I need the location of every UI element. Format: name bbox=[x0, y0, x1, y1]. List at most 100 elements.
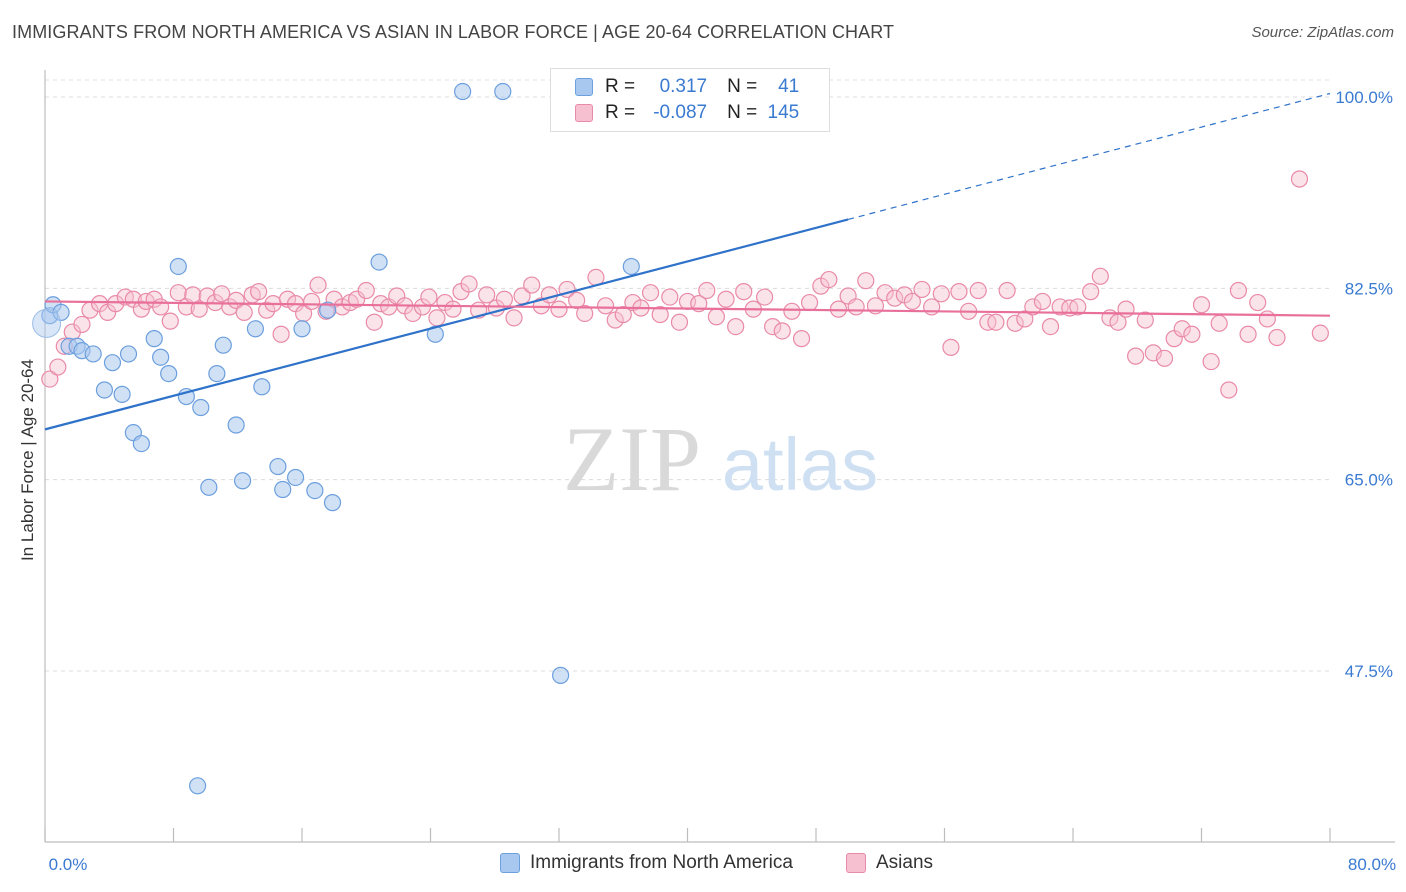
point-asians bbox=[1144, 344, 1162, 362]
point-asians bbox=[857, 272, 875, 290]
point-north-america bbox=[293, 320, 311, 338]
point-north-america bbox=[84, 345, 102, 363]
point-asians bbox=[478, 286, 496, 304]
trend-line-asians bbox=[44, 300, 1331, 317]
point-north-america bbox=[188, 777, 207, 795]
point-asians bbox=[1249, 293, 1267, 312]
point-asians bbox=[41, 370, 59, 388]
point-asians bbox=[1210, 314, 1228, 332]
point-asians bbox=[820, 270, 838, 289]
point-asians bbox=[707, 308, 726, 326]
legend-swatch bbox=[846, 853, 866, 873]
point-asians bbox=[49, 358, 67, 376]
point-north-america bbox=[214, 336, 232, 354]
point-asians bbox=[1006, 314, 1024, 332]
point-asians bbox=[161, 312, 179, 330]
point-asians bbox=[413, 298, 432, 316]
chart-source: Source: ZipAtlas.com bbox=[1251, 24, 1394, 41]
point-asians bbox=[792, 330, 811, 348]
point-asians bbox=[258, 301, 276, 319]
point-asians bbox=[1041, 318, 1060, 336]
legend-item-north-america[interactable]: Immigrants from North America bbox=[500, 852, 793, 874]
point-asians bbox=[460, 275, 478, 293]
point-asians bbox=[272, 325, 290, 343]
watermark-atlas: atlas bbox=[722, 423, 878, 506]
point-asians bbox=[1117, 300, 1135, 318]
point-asians bbox=[717, 290, 735, 308]
point-asians bbox=[614, 305, 632, 324]
point-asians bbox=[357, 281, 375, 300]
point-north-america bbox=[454, 82, 472, 101]
point-asians bbox=[998, 281, 1016, 300]
point-north-america bbox=[286, 468, 305, 487]
legend-row-asians: R = -0.087 N = 145 bbox=[575, 101, 799, 125]
point-asians bbox=[495, 290, 513, 308]
legend-row-north-america: R = 0.317 N = 41 bbox=[575, 75, 799, 99]
point-north-america bbox=[494, 82, 512, 101]
point-asians bbox=[783, 302, 801, 320]
legend-item-asians[interactable]: Asians bbox=[846, 852, 933, 874]
point-asians bbox=[942, 338, 960, 356]
point-north-america bbox=[200, 478, 218, 496]
point-asians bbox=[886, 289, 904, 307]
point-asians bbox=[550, 300, 568, 318]
point-asians bbox=[1082, 283, 1100, 301]
point-asians bbox=[576, 304, 594, 323]
legend-swatch-north-america bbox=[575, 78, 593, 96]
point-asians bbox=[755, 288, 774, 306]
point-asians bbox=[235, 303, 253, 321]
gridlines bbox=[45, 79, 1330, 672]
legend-r-value: -0.087 bbox=[653, 102, 708, 123]
point-asians bbox=[1024, 298, 1042, 316]
point-asians bbox=[444, 300, 462, 318]
point-north-america bbox=[552, 666, 570, 684]
watermark: ZIP atlas bbox=[563, 408, 878, 510]
point-asians bbox=[1202, 352, 1220, 371]
point-asians bbox=[987, 313, 1005, 331]
point-north-america bbox=[52, 303, 70, 321]
point-asians bbox=[1258, 310, 1276, 328]
trend-lines bbox=[44, 92, 1331, 431]
point-north-america bbox=[269, 457, 287, 476]
point-north-america bbox=[274, 480, 292, 499]
y-tick-label: 47.5% bbox=[1345, 662, 1393, 681]
point-asians bbox=[1229, 281, 1248, 300]
point-north-america bbox=[323, 494, 342, 512]
point-north-america bbox=[95, 381, 114, 399]
point-asians bbox=[420, 288, 438, 306]
point-asians bbox=[1290, 170, 1309, 188]
point-asians bbox=[1183, 325, 1201, 343]
series-legend: Immigrants from North America Asians bbox=[0, 852, 1406, 878]
point-north-america bbox=[132, 434, 150, 453]
point-asians bbox=[169, 284, 187, 302]
point-asians bbox=[727, 318, 745, 336]
point-asians bbox=[800, 293, 819, 312]
correlation-legend: R = 0.317 N = 41 R = -0.087 N = 145 bbox=[550, 68, 830, 132]
y-tick-label: 100.0% bbox=[1335, 88, 1393, 107]
y-axis-label: In Labor Force | Age 20-64 bbox=[18, 359, 37, 561]
point-asians bbox=[661, 288, 679, 306]
point-asians bbox=[913, 280, 931, 299]
x-tick-label: 80.0% bbox=[1348, 855, 1396, 874]
legend-r-label: R = bbox=[605, 102, 636, 123]
point-north-america bbox=[246, 320, 265, 338]
point-asians bbox=[303, 292, 321, 311]
point-asians bbox=[773, 322, 791, 340]
point-north-america bbox=[192, 398, 210, 417]
point-north-america bbox=[233, 472, 252, 490]
point-asians bbox=[1016, 310, 1034, 328]
point-asians bbox=[969, 281, 987, 300]
point-north-america bbox=[227, 416, 245, 434]
point-north-america bbox=[253, 378, 271, 396]
x-tick-label: 0.0% bbox=[49, 855, 88, 874]
point-asians bbox=[1127, 347, 1145, 365]
legend-n-value: 145 bbox=[767, 102, 800, 123]
legend-n-label: N = bbox=[727, 102, 758, 123]
point-asians bbox=[348, 290, 366, 308]
legend-n-value: 41 bbox=[778, 76, 800, 97]
trend-line-north-america bbox=[44, 218, 849, 431]
point-asians bbox=[213, 285, 231, 303]
point-asians bbox=[764, 318, 782, 336]
y-tick-label: 82.5% bbox=[1345, 279, 1393, 298]
